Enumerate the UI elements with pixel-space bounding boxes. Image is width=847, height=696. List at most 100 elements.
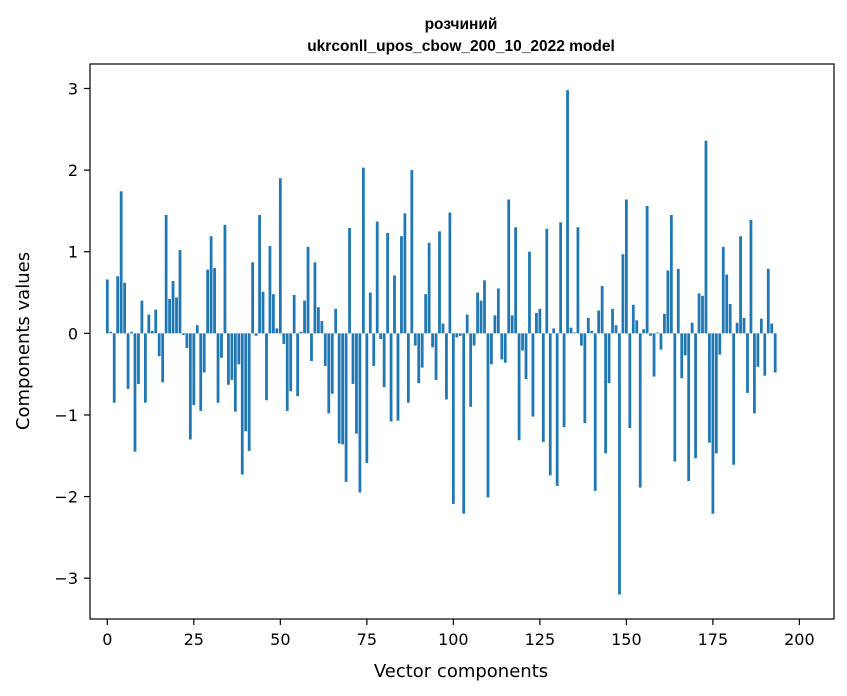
bar-114 — [500, 333, 504, 360]
bar-5 — [123, 282, 126, 334]
y-axis-label: Components values — [13, 252, 34, 430]
bar-109 — [483, 280, 486, 334]
bar-17 — [164, 214, 168, 334]
bar-156 — [645, 206, 649, 334]
bar-52 — [285, 333, 289, 411]
bar-122 — [528, 251, 531, 334]
bar-65 — [330, 333, 334, 394]
bar-40 — [244, 333, 248, 432]
bar-94 — [431, 333, 434, 348]
bar-184 — [742, 317, 746, 334]
bar-157 — [649, 333, 652, 336]
bar-169 — [690, 322, 694, 334]
bar-59 — [310, 333, 313, 362]
bar-69 — [344, 333, 348, 482]
bar-62 — [320, 321, 324, 334]
bar-78 — [375, 221, 379, 334]
bar-152 — [631, 304, 635, 334]
x-tick-label-175: 175 — [698, 630, 729, 649]
bar-34 — [223, 224, 227, 334]
bar-98 — [445, 333, 448, 400]
bar-183 — [739, 236, 742, 334]
bar-10 — [140, 300, 144, 334]
plot-frame — [89, 63, 835, 620]
bar-193 — [773, 333, 777, 373]
bar-163 — [669, 214, 673, 334]
bar-110 — [486, 333, 490, 498]
y-tick-label--3: −3 — [54, 569, 78, 588]
y-tick-label-1: 1 — [68, 243, 78, 262]
x-tick-label-25: 25 — [184, 630, 204, 649]
bar-8 — [133, 333, 137, 452]
bar-113 — [496, 288, 500, 334]
bar-73 — [358, 333, 362, 493]
bar-143 — [600, 286, 604, 334]
bar-112 — [493, 315, 497, 334]
bar-179 — [725, 274, 729, 334]
bar-145 — [607, 333, 611, 384]
bar-36 — [230, 333, 234, 380]
bar-77 — [372, 333, 376, 366]
bar-64 — [327, 333, 331, 414]
bar-120 — [521, 333, 524, 351]
bar-170 — [694, 333, 697, 459]
bar-60 — [313, 262, 317, 334]
bar-111 — [490, 333, 493, 365]
bar-45 — [261, 291, 265, 334]
bar-154 — [638, 333, 642, 488]
bar-81 — [386, 232, 389, 334]
bar-162 — [666, 270, 670, 334]
bar-56 — [299, 331, 303, 334]
bar-191 — [766, 268, 770, 334]
bar-70 — [348, 228, 351, 334]
bar-105 — [469, 333, 473, 407]
bar-24 — [188, 333, 192, 440]
bar-185 — [746, 333, 749, 393]
x-tick-label-200: 200 — [784, 630, 815, 649]
bar-175 — [711, 333, 715, 514]
bar-155 — [642, 329, 646, 334]
bar-33 — [220, 333, 223, 358]
bar-132 — [562, 333, 566, 428]
bar-27 — [199, 333, 203, 411]
bar-12 — [147, 314, 151, 334]
bar-86 — [403, 213, 407, 334]
bar-96 — [438, 231, 441, 334]
bar-16 — [161, 333, 165, 383]
bar-167 — [683, 333, 687, 356]
bar-20 — [175, 297, 178, 334]
bar-141 — [593, 333, 597, 491]
bar-93 — [427, 242, 431, 334]
bar-29 — [206, 269, 210, 334]
chart-title-line-2: ukrconll_upos_cbow_200_10_2022 model — [307, 38, 615, 55]
bar-182 — [735, 322, 739, 334]
bar-108 — [479, 300, 483, 334]
bar-35 — [227, 333, 230, 385]
bar-63 — [323, 333, 327, 366]
bar-87 — [406, 333, 410, 403]
y-tick-label-3: 3 — [68, 79, 78, 98]
bar-130 — [555, 333, 559, 486]
bar-3 — [116, 276, 120, 334]
x-tick-label-0: 0 — [102, 630, 112, 649]
bar-85 — [400, 236, 403, 334]
bar-72 — [355, 333, 358, 434]
bar-124 — [535, 312, 538, 334]
bar-39 — [240, 333, 244, 475]
bar-173 — [704, 140, 708, 334]
bar-139 — [586, 317, 590, 334]
y-tick-label-0: 0 — [68, 324, 78, 343]
bar-149 — [621, 254, 625, 334]
bar-100 — [451, 333, 455, 504]
bar-187 — [753, 333, 756, 414]
bar-1 — [109, 331, 113, 334]
bar-48 — [272, 294, 275, 334]
bar-172 — [701, 295, 704, 334]
bar-75 — [365, 333, 369, 464]
bars-group — [105, 90, 777, 595]
y-tick-label--2: −2 — [54, 488, 78, 507]
x-tick-label-125: 125 — [525, 630, 556, 649]
bar-121 — [524, 333, 528, 380]
bar-146 — [611, 308, 614, 334]
